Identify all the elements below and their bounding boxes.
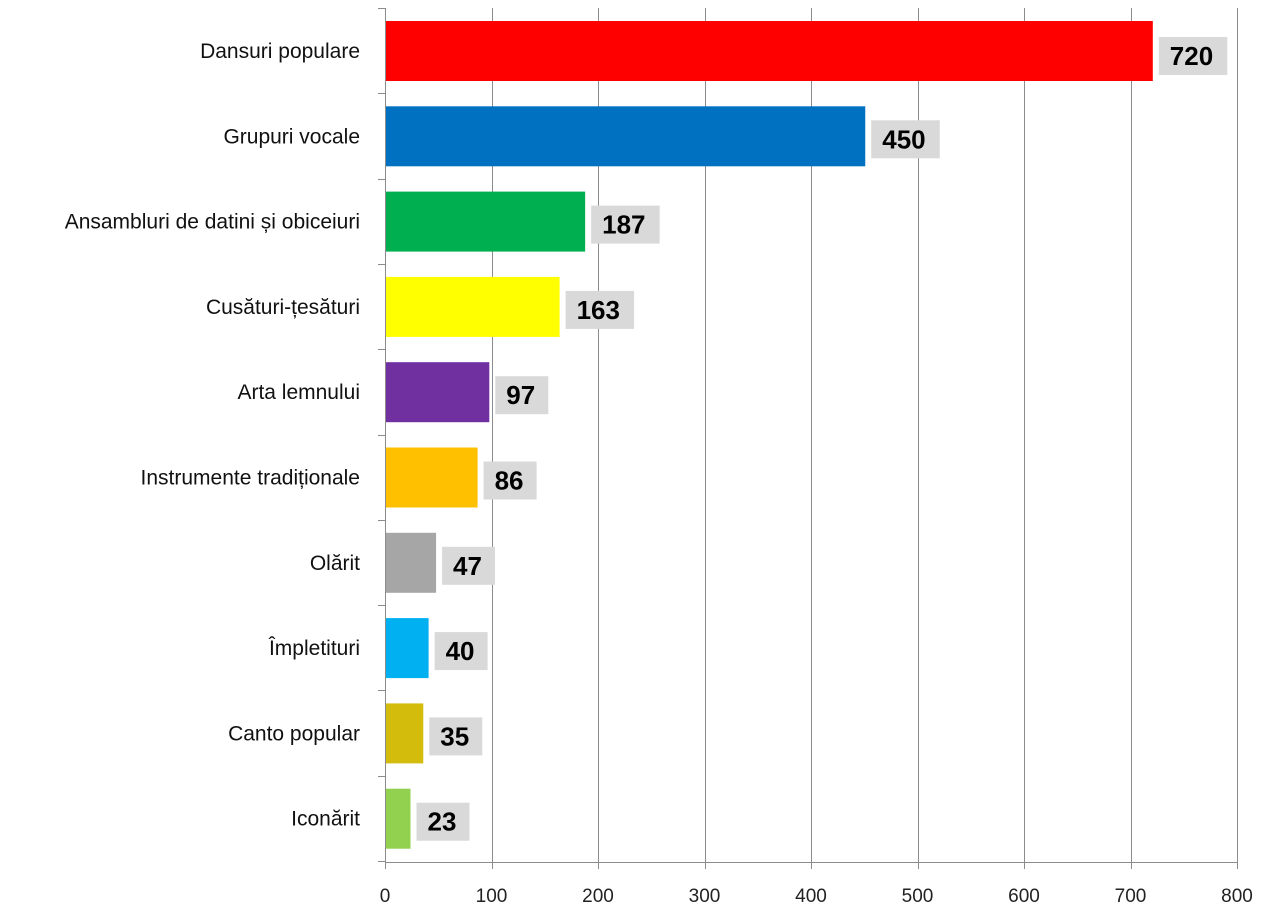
value-label-group: 35	[429, 717, 483, 756]
bar	[386, 788, 411, 849]
x-tick-label: 700	[1115, 886, 1147, 907]
x-tick-label: 400	[795, 886, 827, 907]
value-label-background	[442, 546, 496, 585]
value-label: 35	[440, 721, 469, 751]
value-label: 163	[577, 295, 620, 325]
value-label-group: 47	[442, 546, 496, 585]
category-label: Grupuri vocale	[223, 125, 360, 148]
value-label: 23	[427, 807, 456, 837]
data-labels: 720 450 187 163 97 86 47 40 35 23	[416, 37, 1228, 841]
bar	[386, 362, 490, 423]
value-label-background	[565, 290, 635, 329]
value-label-background	[1158, 37, 1228, 75]
bar	[386, 447, 478, 508]
value-label: 86	[495, 466, 524, 496]
x-tick-label: 200	[582, 886, 614, 907]
value-label: 40	[446, 636, 475, 666]
value-label: 720	[1170, 41, 1213, 71]
bar	[386, 21, 1153, 81]
bar	[386, 106, 866, 167]
value-label-group: 97	[495, 376, 549, 415]
x-tick-label: 100	[476, 886, 508, 907]
value-label: 97	[506, 380, 535, 410]
category-label: Ansambluri de datini și obiceiuri	[65, 211, 360, 234]
value-label-background	[434, 632, 488, 671]
value-label: 450	[882, 124, 925, 154]
bar	[386, 191, 586, 252]
value-label-background	[429, 717, 483, 756]
value-label: 187	[602, 210, 645, 240]
bar	[386, 618, 429, 679]
category-axis-labels: Dansuri populare Grupuri vocale Ansambluri…	[65, 40, 360, 831]
category-label: Olărit	[310, 552, 360, 575]
value-label-background	[871, 120, 940, 159]
category-label: Dansuri populare	[200, 40, 360, 63]
bar	[386, 703, 424, 764]
value-label: 47	[453, 551, 482, 581]
x-tick-label: 300	[689, 886, 721, 907]
category-label: Instrumente tradiționale	[141, 467, 360, 490]
value-axis-tick-labels: 0 100 200 300 400 500 600 700 800	[380, 886, 1253, 907]
value-label-group: 450	[871, 120, 940, 159]
value-label-group: 40	[434, 632, 488, 671]
value-label-group: 720	[1158, 37, 1228, 75]
category-label: Iconărit	[291, 808, 360, 831]
value-label-background	[483, 461, 537, 500]
value-label-group: 187	[591, 205, 660, 244]
category-label: Împletituri	[268, 637, 360, 660]
category-label: Cusături-țesături	[206, 296, 360, 319]
bar	[386, 276, 560, 337]
bars	[386, 21, 1153, 849]
x-tick-label: 600	[1008, 886, 1040, 907]
category-label: Canto popular	[228, 722, 360, 745]
value-label-background	[591, 205, 660, 244]
category-label: Arta lemnului	[237, 381, 360, 404]
value-label-group: 86	[483, 461, 537, 500]
value-label-group: 23	[416, 802, 470, 841]
value-label-group: 163	[565, 290, 635, 329]
x-tick-label: 500	[902, 886, 934, 907]
value-label-background	[416, 802, 470, 841]
value-label-background	[495, 376, 549, 415]
x-tick-label: 0	[380, 886, 391, 907]
x-tick-label: 800	[1221, 886, 1253, 907]
bar	[386, 532, 437, 593]
